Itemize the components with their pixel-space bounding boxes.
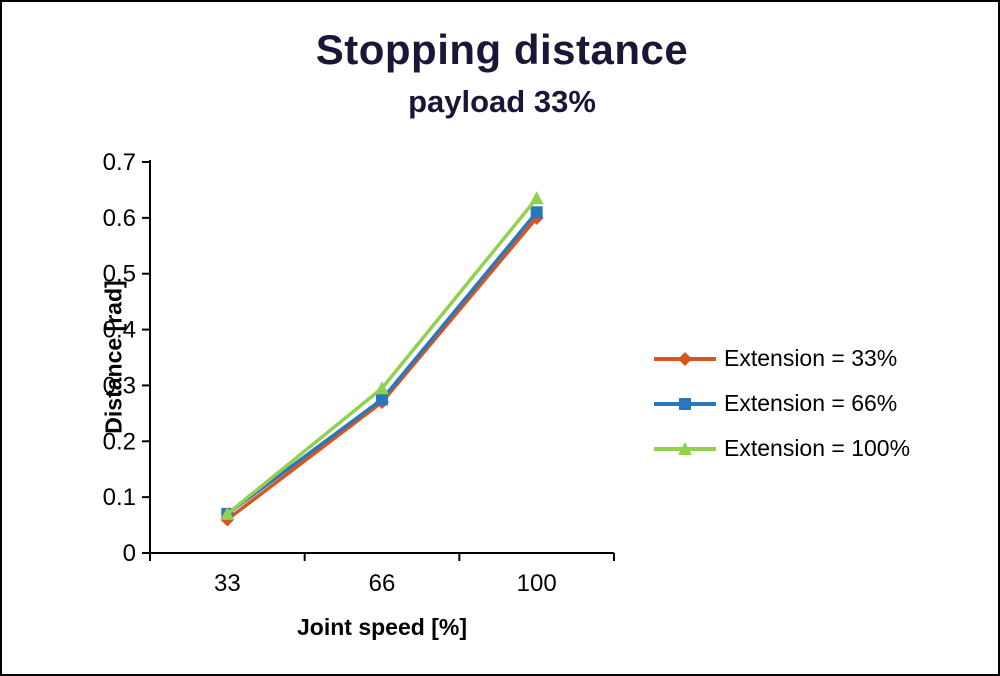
x-axis-title: Joint speed [%]: [297, 614, 467, 640]
legend-marker-square: [679, 397, 691, 410]
marker-square: [530, 206, 543, 219]
x-tick-label: 33: [214, 570, 241, 597]
legend-marker-diamond: [678, 351, 692, 366]
y-tick-label: 0.1: [103, 484, 136, 511]
legend-label: Extension = 66%: [724, 390, 898, 416]
legend-item: Extension = 100%: [652, 426, 910, 471]
marker-triangle: [529, 191, 544, 205]
y-axis-title: Distance [rad]: [100, 280, 127, 434]
chart-title: Stopping distance: [315, 26, 689, 73]
y-tick-label: 0.6: [103, 205, 136, 232]
legend-label: Extension = 33%: [724, 345, 898, 371]
axis-lines: [149, 160, 614, 554]
y-tick-label: 0.7: [103, 149, 136, 176]
legend-label: Extension = 100%: [724, 435, 911, 461]
y-tick-label: 0.5: [103, 261, 136, 288]
legend-item: Extension = 33%: [652, 336, 910, 381]
x-tick-label: 66: [369, 570, 396, 597]
y-tick-label: 0.4: [103, 317, 136, 344]
legend-marker-triangle: [678, 441, 692, 455]
marker-triangle: [375, 381, 389, 395]
x-tick-label: 100: [517, 570, 557, 597]
y-tick-label: 0.3: [103, 372, 136, 399]
legend-swatch: [654, 397, 716, 410]
marker-triangle: [220, 506, 235, 520]
legend-swatch: [654, 441, 716, 455]
chart-subtitle: payload 33%: [408, 84, 596, 119]
legend-swatch: [654, 351, 716, 366]
legend-item: Extension = 66%: [652, 381, 910, 426]
marker-square: [376, 393, 388, 406]
y-tick-label: 0.2: [103, 428, 136, 455]
series-line: [225, 196, 539, 516]
legend: Extension = 33% Extension = 66% Extension …: [652, 336, 910, 471]
y-tick-label: 0: [123, 540, 136, 567]
